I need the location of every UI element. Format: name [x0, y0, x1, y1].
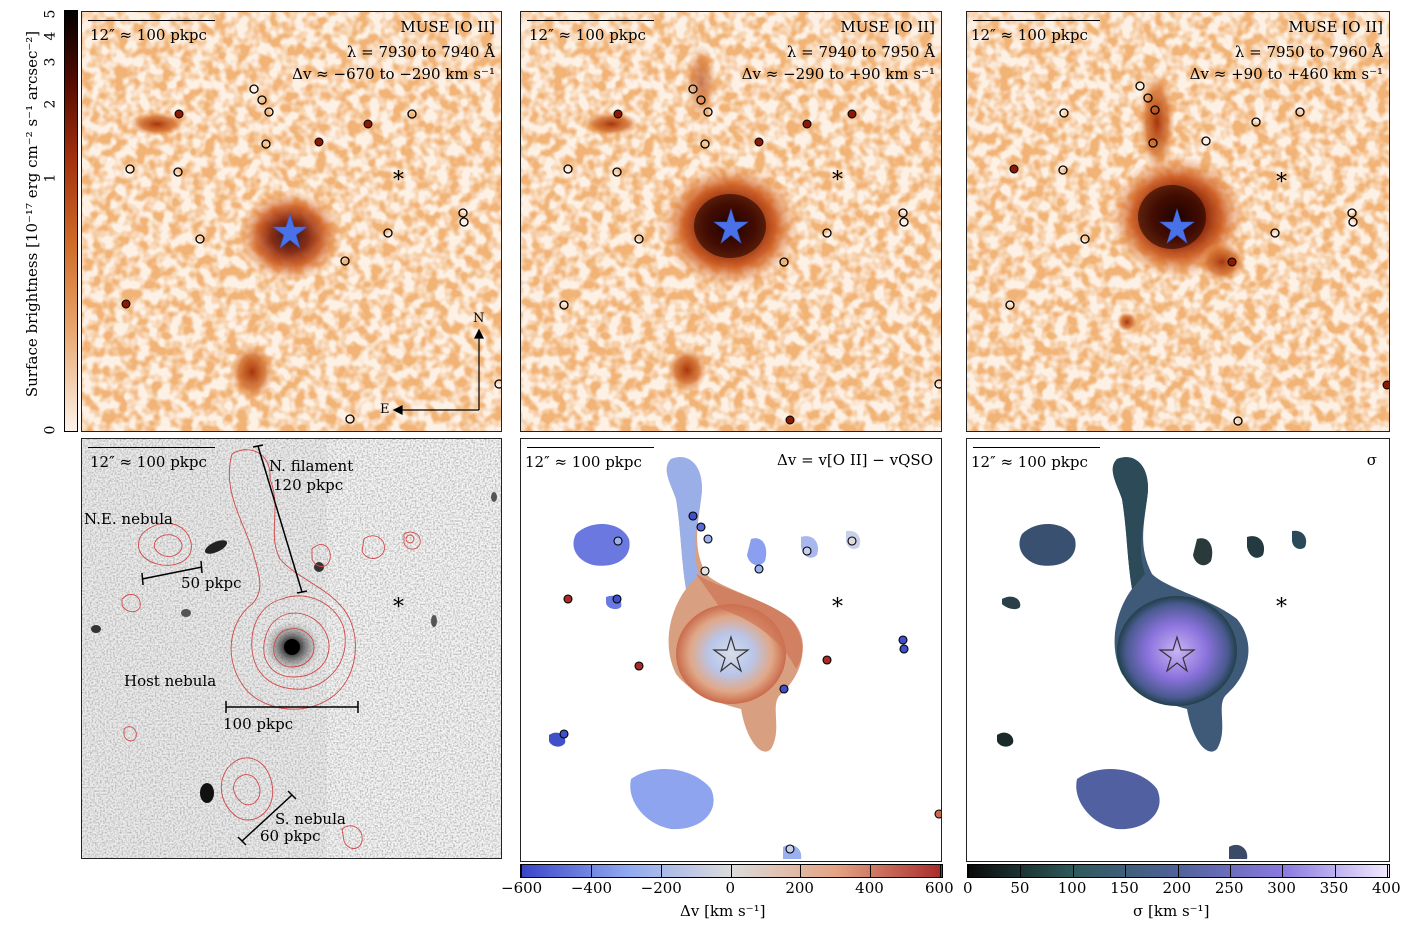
colorbar-tick-mark: [1334, 864, 1336, 877]
panel-sigma-map: 12″ ≈ 100 pkpc σ *: [966, 438, 1390, 862]
scale-bar-label: 12″ ≈ 100 pkpc: [90, 26, 207, 44]
colorbar-surface-brightness-title: Surface brightness [10⁻¹⁷ erg cm⁻² s⁻¹ a…: [23, 30, 41, 398]
scale-bar-line: [88, 20, 215, 21]
oii-map-1: [82, 12, 501, 431]
colorbar-tick-label: −600: [501, 879, 543, 897]
colorbar-tick-mark: [1177, 864, 1179, 877]
hst-image: [82, 439, 501, 858]
asterisk-marker: *: [1276, 595, 1287, 620]
colorbar-surface-brightness-tick: 1: [42, 173, 59, 183]
scale-bar-line: [527, 20, 654, 21]
colorbar-tick-mark: [1125, 864, 1127, 877]
scale-bar-label: 12″ ≈ 100 pkpc: [525, 453, 642, 471]
colorbar-tick-mark: [660, 864, 662, 877]
scale-bar-line: [88, 447, 215, 448]
scale-bar-label: 12″ ≈ 100 pkpc: [971, 26, 1088, 44]
asterisk-marker: *: [832, 168, 843, 193]
colorbar-tick-mark: [940, 864, 941, 877]
label-s-nebula: S. nebula: [275, 810, 346, 828]
panel-velocity-range: Δv ≈ −290 to +90 km s⁻¹: [741, 65, 935, 83]
panel-oii-slice-2: 12″ ≈ 100 pkpc MUSE [O II] λ = 7940 to 7…: [520, 11, 942, 432]
scale-bar-line: [973, 20, 1100, 21]
asterisk-marker: *: [1276, 170, 1287, 195]
colorbar-tick-label: 50: [1010, 879, 1030, 897]
colorbar-tick-mark: [1072, 864, 1074, 877]
scale-bar-line: [973, 447, 1100, 448]
colorbar-velocity: [520, 864, 943, 878]
scale-bar-label: 12″ ≈ 100 pkpc: [90, 453, 207, 471]
colorbar-tick-label: 0: [725, 879, 736, 897]
oii-map-2: [521, 12, 941, 431]
colorbar-tick-label: 300: [1267, 879, 1296, 897]
label-host-nebula: Host nebula: [124, 672, 217, 690]
colorbar-surface-brightness: [64, 10, 78, 432]
colorbar-tick-mark: [590, 864, 592, 877]
sigma-map: [967, 439, 1389, 861]
colorbar-surface-brightness-tick: 4: [42, 31, 59, 41]
colorbar-tick-mark: [730, 864, 732, 877]
compass-north-label: N: [473, 311, 485, 326]
label-ne-nebula-size: 50 pkpc: [181, 574, 242, 592]
asterisk-marker: *: [832, 595, 843, 620]
scale-bar-label: 12″ ≈ 100 pkpc: [971, 453, 1088, 471]
colorbar-sigma: [967, 864, 1390, 878]
colorbar-surface-brightness-tick: 5: [42, 9, 59, 19]
colorbar-surface-brightness-tick: 3: [42, 57, 59, 67]
velocity-map: [521, 439, 941, 861]
colorbar-tick-label: 250: [1214, 879, 1244, 897]
colorbar-tick-label: 400: [855, 879, 884, 897]
label-s-nebula-size: 60 pkpc: [260, 827, 321, 845]
colorbar-tick-label: −200: [640, 879, 682, 897]
panel-velocity-range: Δv ≈ −670 to −290 km s⁻¹: [292, 65, 495, 83]
oii-map-3: [967, 12, 1389, 431]
label-n-filament: N. filament: [269, 457, 354, 475]
colorbar-velocity-label: Δv [km s⁻¹]: [680, 902, 766, 920]
colorbar-sigma-label: σ [km s⁻¹]: [1133, 902, 1210, 920]
label-ne-nebula: N.E. nebula: [84, 510, 173, 528]
colorbar-tick-mark: [1020, 864, 1022, 877]
panel-instrument: MUSE [O II]: [840, 18, 935, 36]
scale-bar-label: 12″ ≈ 100 pkpc: [529, 26, 646, 44]
colorbar-tick-label: 400: [1372, 879, 1401, 897]
colorbar-surface-brightness-tick: 0: [42, 425, 59, 435]
colorbar-tick-mark: [870, 864, 872, 877]
colorbar-tick-mark: [968, 864, 969, 877]
panel-velocity-range: Δv ≈ +90 to +460 km s⁻¹: [1189, 65, 1383, 83]
scale-bar-line: [527, 447, 654, 448]
label-n-filament-size: 120 pkpc: [273, 476, 344, 494]
colorbar-surface-brightness-tick: 2: [42, 99, 59, 109]
colorbar-tick-label: 200: [1162, 879, 1192, 897]
asterisk-marker: *: [393, 595, 404, 620]
panel-velocity-map: 12″ ≈ 100 pkpc Δv = v[O II] − vQSO *: [520, 438, 942, 862]
colorbar-tick-label: −400: [570, 879, 613, 897]
colorbar-tick-label: 600: [925, 879, 954, 897]
panel-instrument: MUSE [O II]: [1288, 18, 1383, 36]
colorbar-tick-mark: [1387, 864, 1388, 877]
colorbar-tick-label: 0: [963, 879, 973, 897]
panel-wavelength: λ = 7950 to 7960 Å: [1234, 43, 1383, 61]
colorbar-tick-label: 150: [1110, 879, 1139, 897]
panel-wavelength: λ = 7930 to 7940 Å: [346, 43, 495, 61]
sigma-panel-title: σ: [1366, 451, 1377, 469]
velocity-panel-title: Δv = v[O II] − vQSO: [777, 451, 933, 469]
label-host-nebula-size: 100 pkpc: [223, 715, 294, 733]
asterisk-marker: *: [393, 168, 404, 193]
colorbar-tick-mark: [521, 864, 522, 877]
colorbar-tick-label: 200: [785, 879, 814, 897]
panel-wavelength: λ = 7940 to 7950 Å: [786, 43, 935, 61]
panel-oii-slice-1: 12″ ≈ 100 pkpc MUSE [O II] λ = 7930 to 7…: [81, 11, 502, 432]
panel-hst-contours: 12″ ≈ 100 pkpc N. filament 120 pkpc N.E.…: [81, 438, 502, 859]
colorbar-tick-mark: [800, 864, 802, 877]
colorbar-tick-mark: [1229, 864, 1231, 877]
colorbar-tick-mark: [1282, 864, 1284, 877]
colorbar-tick-label: 100: [1057, 879, 1087, 897]
panel-oii-slice-3: 12″ ≈ 100 pkpc MUSE [O II] λ = 7950 to 7…: [966, 11, 1390, 432]
panel-instrument: MUSE [O II]: [400, 18, 495, 36]
compass-east-label: E: [380, 402, 390, 417]
colorbar-tick-label: 350: [1319, 879, 1349, 897]
